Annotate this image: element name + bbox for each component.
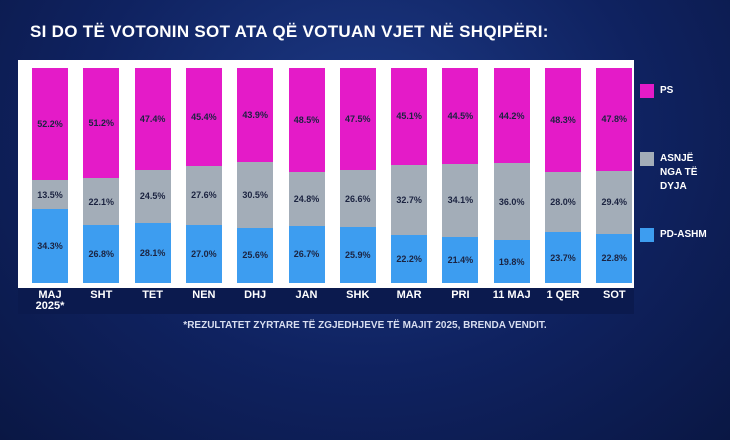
category-band xyxy=(18,288,634,314)
bar-segment: 45.4% xyxy=(185,68,222,166)
x-tick-label: MAJ 2025* xyxy=(35,289,65,312)
legend-swatch xyxy=(640,84,654,98)
bar-segment: 28.0% xyxy=(545,171,581,233)
bar-segment: 47.5% xyxy=(339,68,376,171)
bar-segment: 13.5% xyxy=(32,180,68,210)
bar-segment: 24.8% xyxy=(288,172,325,226)
bar-segment: 47.8% xyxy=(596,68,633,171)
value-label: 45.1% xyxy=(396,111,422,122)
value-label: 30.5% xyxy=(242,190,268,201)
value-label: 48.3% xyxy=(550,114,576,125)
bar-segment: 26.7% xyxy=(288,225,325,283)
value-label: 47.8% xyxy=(601,114,628,125)
bar-segment: 32.7% xyxy=(391,164,428,236)
bar-segment: 19.8% xyxy=(493,240,530,283)
value-label: 45.4% xyxy=(191,111,217,122)
value-label: 25.6% xyxy=(242,250,268,261)
value-label: 44.5% xyxy=(447,110,474,121)
footnote: *REZULTATET ZYRTARE TË ZGJEDHJEVE TË MAJ… xyxy=(183,320,547,331)
x-tick-label: SHK xyxy=(346,289,370,301)
bar-segment: 26.8% xyxy=(83,225,120,283)
bar-segment: 26.6% xyxy=(339,170,376,228)
bar-segment: 52.2% xyxy=(32,68,68,181)
x-tick-label: DHJ xyxy=(244,289,267,301)
bar-segment: 27.6% xyxy=(185,165,222,225)
x-tick-label: PRI xyxy=(451,289,470,301)
value-label: 34.1% xyxy=(447,195,474,206)
bar-segment: 36.0% xyxy=(493,163,530,241)
plot-panel xyxy=(18,60,634,288)
x-tick-label: MAR xyxy=(396,289,422,301)
legend-label: PD-ASHM xyxy=(660,229,707,240)
value-label: 23.7% xyxy=(550,252,576,263)
bar-segment: 30.5% xyxy=(237,162,274,228)
value-label: 44.2% xyxy=(498,110,525,121)
bar-segment: 43.9% xyxy=(237,68,274,163)
value-label: 25.9% xyxy=(345,250,371,261)
bar-segment: 22.2% xyxy=(391,235,428,283)
x-tick-label: 1 QER xyxy=(546,289,580,301)
bar-segment: 44.5% xyxy=(442,68,479,164)
bar-segment: 22.8% xyxy=(596,233,633,283)
x-tick-label: JAN xyxy=(295,289,318,301)
value-label: 48.5% xyxy=(293,115,320,126)
legend-label: PS xyxy=(660,85,674,96)
bar-segment: 48.3% xyxy=(545,68,581,172)
value-label: 32.7% xyxy=(396,195,422,206)
value-label: 22.8% xyxy=(601,253,628,264)
bar-segment: 34.1% xyxy=(442,163,479,237)
value-label: 26.6% xyxy=(345,193,371,204)
value-label: 22.2% xyxy=(396,254,422,265)
bar-segment: 27.0% xyxy=(185,224,222,283)
bar-segment: 23.7% xyxy=(545,232,581,283)
value-label: 26.8% xyxy=(88,249,115,260)
bar-segment: 25.6% xyxy=(237,227,274,283)
value-label: 28.1% xyxy=(139,247,166,258)
value-label: 27.6% xyxy=(191,190,217,201)
bar-segment: 22.1% xyxy=(83,177,120,226)
bar-segment: 24.5% xyxy=(134,169,171,223)
bar-segment: 34.3% xyxy=(32,209,68,283)
bar-segment: 44.2% xyxy=(493,68,530,164)
value-label: 21.4% xyxy=(447,254,474,265)
bar-segment: 45.1% xyxy=(391,68,428,165)
bar-segment: 28.1% xyxy=(134,222,171,283)
value-label: 28.0% xyxy=(550,196,576,207)
chart-title: SI DO TË VOTONIN SOT ATA QË VOTUAN VJET … xyxy=(30,22,549,41)
value-label: 24.8% xyxy=(293,193,320,204)
bar-segment: 48.5% xyxy=(288,68,325,173)
bar-segment: 21.4% xyxy=(442,236,479,283)
value-label: 51.2% xyxy=(88,117,115,128)
bar-segment: 29.4% xyxy=(596,170,633,234)
x-tick-label: SHT xyxy=(90,289,113,301)
value-label: 22.1% xyxy=(88,196,115,207)
value-label: 27.0% xyxy=(191,248,217,259)
bar-segment: 51.2% xyxy=(83,68,120,178)
legend-swatch xyxy=(640,228,654,242)
value-label: 24.5% xyxy=(139,191,166,202)
value-label: 36.0% xyxy=(498,196,525,207)
value-label: 47.5% xyxy=(345,114,371,125)
legend-label: ASNJË NGA TË DYJA xyxy=(660,153,698,192)
value-label: 29.4% xyxy=(601,197,628,208)
x-tick-label: NEN xyxy=(192,289,216,301)
x-tick-label: 11 MAJ xyxy=(492,289,531,301)
x-tick-label: TET xyxy=(142,289,163,301)
value-label: 52.2% xyxy=(37,119,63,130)
bar-segment: 25.9% xyxy=(339,227,376,283)
value-label: 19.8% xyxy=(498,256,525,267)
value-label: 26.7% xyxy=(293,249,320,260)
value-label: 34.3% xyxy=(37,241,63,252)
value-label: 43.9% xyxy=(242,110,268,121)
x-tick-label: SOT xyxy=(602,289,626,301)
legend-swatch xyxy=(640,152,654,166)
value-label: 47.4% xyxy=(139,113,166,124)
value-label: 13.5% xyxy=(37,189,63,200)
bar-segment: 47.4% xyxy=(134,68,171,170)
